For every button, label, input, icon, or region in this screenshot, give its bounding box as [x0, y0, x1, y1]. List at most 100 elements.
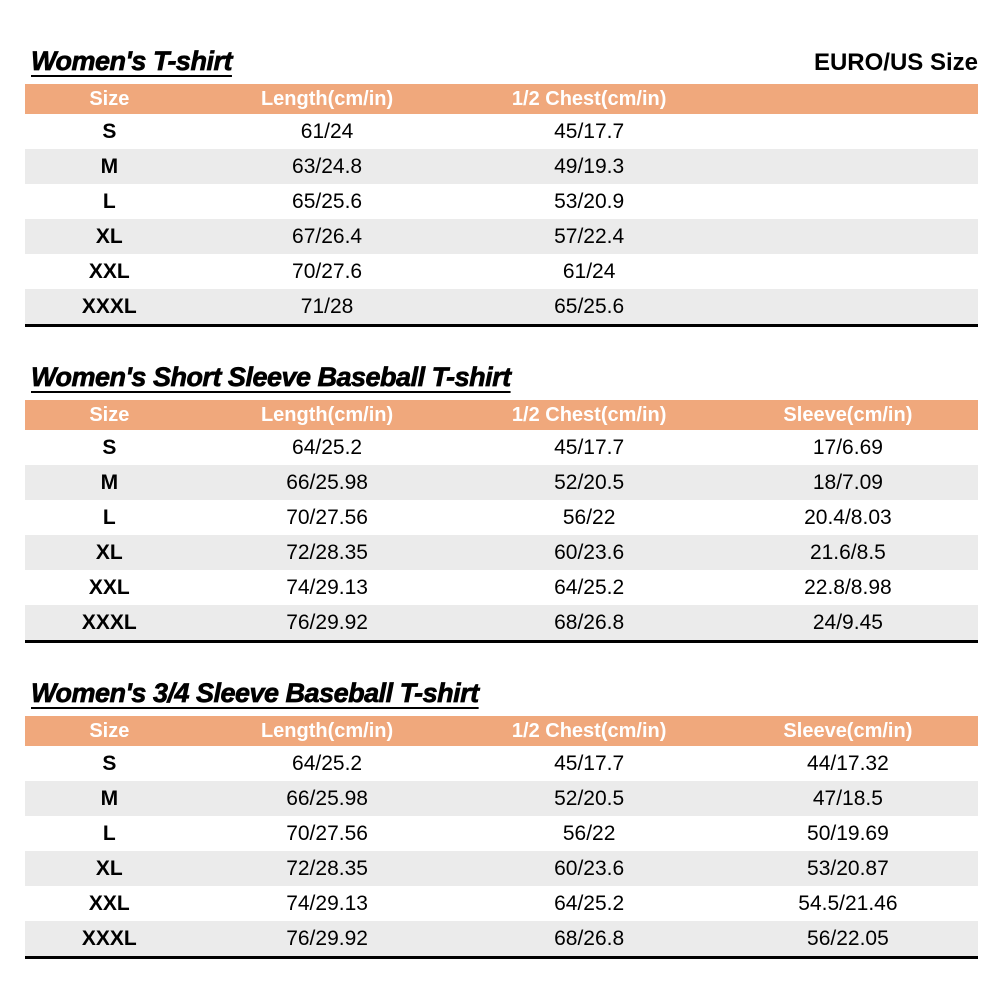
- title-row: Women's 3/4 Sleeve Baseball T-shirt: [25, 678, 978, 709]
- measurement-cell: 49/19.3: [554, 154, 625, 178]
- measurement-cell: 70/27.56: [286, 821, 368, 845]
- measurement-cell: 52/20.5: [554, 786, 625, 810]
- size-cell: S: [102, 119, 117, 143]
- table-row: XXXL 76/29.92 68/26.8 56/22.05: [25, 921, 978, 958]
- table-row: M 63/24.8 49/19.3: [25, 149, 978, 185]
- table-row: S 64/25.2 45/17.7 17/6.69: [25, 430, 978, 465]
- measurement-cell: [718, 254, 978, 289]
- size-cell: S: [102, 435, 117, 459]
- measurement-cell: 64/25.2: [292, 751, 363, 775]
- measurement-cell: 64/25.2: [292, 435, 363, 459]
- column-header: Length(cm/in): [193, 716, 461, 747]
- table-row: M 66/25.98 52/20.5 47/18.5: [25, 781, 978, 817]
- column-header: [717, 84, 978, 115]
- column-header: Size: [25, 400, 194, 431]
- measurement-cell: 61/24: [300, 119, 354, 143]
- measurement-cell: 76/29.92: [286, 610, 368, 634]
- measurement-cell: 44/17.32: [807, 751, 889, 775]
- measurement-cell: 21.6/8.5: [809, 540, 886, 564]
- table-title: Women's 3/4 Sleeve Baseball T-shirt: [31, 678, 480, 709]
- size-standard-label: EURO/US Size: [813, 49, 978, 76]
- measurement-cell: 45/17.7: [554, 119, 625, 143]
- measurement-cell: 70/27.6: [292, 259, 363, 283]
- measurement-cell: 47/18.5: [812, 786, 883, 810]
- size-cell: M: [100, 154, 119, 178]
- measurement-cell: 65/25.6: [554, 294, 625, 318]
- measurement-cell: 64/25.2: [554, 891, 625, 915]
- measurement-cell: 57/22.4: [554, 224, 625, 248]
- column-header: 1/2 Chest(cm/in): [460, 84, 718, 115]
- table-row: L 65/25.6 53/20.9: [25, 184, 978, 219]
- size-cell: XXXL: [81, 610, 137, 634]
- measurement-cell: 60/23.6: [554, 856, 625, 880]
- size-cell: XL: [95, 224, 123, 248]
- table-row: XL 72/28.35 60/23.6 21.6/8.5: [25, 535, 978, 571]
- header-row: Size Length(cm/in) 1/2 Chest(cm/in) Sleeve(…: [25, 400, 978, 431]
- measurement-cell: 70/27.56: [286, 505, 368, 529]
- size-cell: XXL: [88, 259, 130, 283]
- measurement-cell: 20.4/8.03: [804, 505, 892, 529]
- size-section-three-quarter-sleeve-baseball: Women's 3/4 Sleeve Baseball T-shirt Size…: [25, 678, 978, 960]
- measurement-cell: [718, 149, 978, 184]
- measurement-cell: 45/17.7: [554, 435, 625, 459]
- column-header: Size: [25, 716, 194, 747]
- measurement-cell: 61/24: [562, 259, 616, 283]
- size-cell: M: [100, 470, 119, 494]
- measurement-cell: 50/19.69: [807, 821, 889, 845]
- column-header: Length(cm/in): [193, 84, 461, 115]
- size-table: Size Length(cm/in) 1/2 Chest(cm/in) Sleeve(…: [25, 716, 978, 960]
- size-table: Size Length(cm/in) 1/2 Chest(cm/in) Sleeve(…: [25, 400, 978, 644]
- table-row: L 70/27.56 56/22 20.4/8.03: [25, 500, 978, 535]
- measurement-cell: [718, 289, 978, 326]
- measurement-cell: 17/6.69: [812, 435, 883, 459]
- column-header: Sleeve(cm/in): [717, 400, 978, 431]
- size-cell: XL: [95, 856, 123, 880]
- measurement-cell: [718, 114, 978, 149]
- measurement-cell: 54.5/21.46: [798, 891, 898, 915]
- table-row: XXXL 71/28 65/25.6: [25, 289, 978, 326]
- title-row: Women's Short Sleeve Baseball T-shirt: [25, 362, 978, 393]
- measurement-cell: 53/20.87: [807, 856, 889, 880]
- measurement-cell: 68/26.8: [554, 926, 625, 950]
- measurement-cell: 64/25.2: [554, 575, 625, 599]
- measurement-cell: 72/28.35: [286, 540, 368, 564]
- size-cell: XXXL: [81, 294, 137, 318]
- size-cell: L: [102, 505, 116, 529]
- table-row: XXL 74/29.13 64/25.2 54.5/21.46: [25, 886, 978, 921]
- column-header: Length(cm/in): [193, 400, 461, 431]
- size-cell: M: [100, 786, 119, 810]
- measurement-cell: 66/25.98: [286, 786, 368, 810]
- measurement-cell: 56/22: [562, 821, 616, 845]
- table-row: XL 67/26.4 57/22.4: [25, 219, 978, 255]
- measurement-cell: 53/20.9: [554, 189, 625, 213]
- size-section-short-sleeve-baseball: Women's Short Sleeve Baseball T-shirt Si…: [25, 362, 978, 644]
- column-header: Sleeve(cm/in): [717, 716, 978, 747]
- table-row: XXL 70/27.6 61/24: [25, 254, 978, 289]
- table-row: XXXL 76/29.92 68/26.8 24/9.45: [25, 605, 978, 642]
- measurement-cell: [718, 184, 978, 219]
- measurement-cell: 60/23.6: [554, 540, 625, 564]
- measurement-cell: 76/29.92: [286, 926, 368, 950]
- table-title: Women's T-shirt: [31, 46, 233, 77]
- column-header: Size: [25, 84, 194, 115]
- size-section-womens-tshirt: Women's T-shirt EURO/US Size Size Length(…: [25, 46, 978, 328]
- size-cell: S: [102, 751, 117, 775]
- measurement-cell: 24/9.45: [812, 610, 883, 634]
- measurement-cell: 66/25.98: [286, 470, 368, 494]
- measurement-cell: 45/17.7: [554, 751, 625, 775]
- table-row: M 66/25.98 52/20.5 18/7.09: [25, 465, 978, 501]
- table-row: XL 72/28.35 60/23.6 53/20.87: [25, 851, 978, 887]
- size-cell: XXL: [88, 575, 130, 599]
- table-row: L 70/27.56 56/22 50/19.69: [25, 816, 978, 851]
- size-cell: L: [102, 821, 116, 845]
- table-row: S 61/24 45/17.7: [25, 114, 978, 149]
- measurement-cell: 71/28: [300, 294, 354, 318]
- measurement-cell: 68/26.8: [554, 610, 625, 634]
- measurement-cell: 74/29.13: [286, 575, 368, 599]
- column-header: 1/2 Chest(cm/in): [460, 716, 718, 747]
- measurement-cell: 63/24.8: [292, 154, 363, 178]
- measurement-cell: 67/26.4: [292, 224, 363, 248]
- title-row: Women's T-shirt EURO/US Size: [25, 46, 978, 77]
- size-cell: XXL: [88, 891, 130, 915]
- measurement-cell: 56/22.05: [807, 926, 889, 950]
